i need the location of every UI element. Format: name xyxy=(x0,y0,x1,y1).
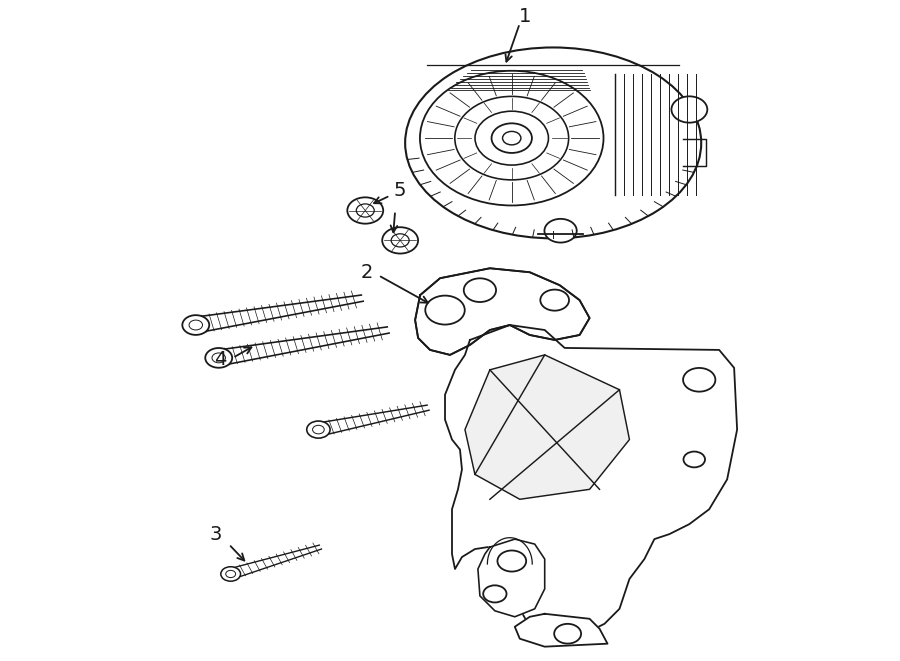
Circle shape xyxy=(347,198,383,223)
Circle shape xyxy=(544,219,577,243)
Circle shape xyxy=(464,278,496,302)
Circle shape xyxy=(382,227,418,254)
Polygon shape xyxy=(445,325,737,639)
Circle shape xyxy=(183,315,209,335)
Text: 2: 2 xyxy=(361,262,374,282)
Circle shape xyxy=(189,320,202,330)
Circle shape xyxy=(205,348,232,368)
Circle shape xyxy=(683,451,705,467)
Circle shape xyxy=(212,353,225,363)
Circle shape xyxy=(426,295,464,325)
Circle shape xyxy=(671,97,707,123)
Circle shape xyxy=(683,368,716,391)
Circle shape xyxy=(491,124,532,153)
Circle shape xyxy=(502,132,521,145)
Polygon shape xyxy=(515,614,608,646)
Circle shape xyxy=(420,71,604,206)
Circle shape xyxy=(475,111,548,165)
Circle shape xyxy=(312,425,324,434)
Text: 5: 5 xyxy=(394,181,407,200)
Text: 4: 4 xyxy=(214,350,227,369)
Polygon shape xyxy=(478,539,544,617)
Ellipse shape xyxy=(405,48,701,239)
Text: 1: 1 xyxy=(518,7,531,26)
Circle shape xyxy=(392,234,410,247)
Circle shape xyxy=(554,624,581,644)
Polygon shape xyxy=(465,355,629,499)
Circle shape xyxy=(307,421,330,438)
Circle shape xyxy=(356,204,374,217)
Polygon shape xyxy=(415,268,590,355)
Circle shape xyxy=(226,570,236,578)
Circle shape xyxy=(220,566,240,581)
Circle shape xyxy=(498,551,526,572)
Circle shape xyxy=(454,97,569,180)
Circle shape xyxy=(540,290,569,311)
Text: 3: 3 xyxy=(210,525,222,543)
Circle shape xyxy=(483,586,507,602)
